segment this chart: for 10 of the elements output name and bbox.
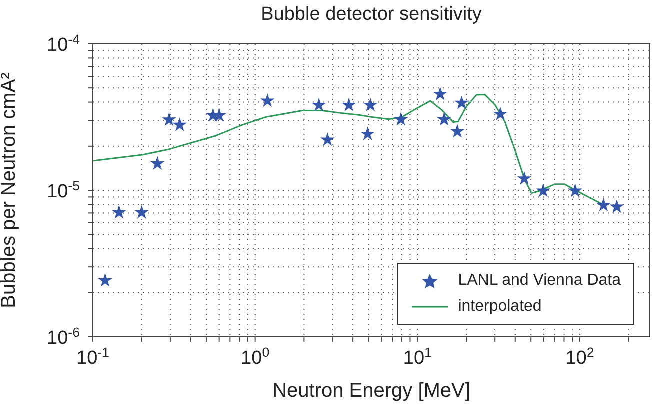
x-axis-title: Neutron Energy [MeV] xyxy=(272,380,470,402)
y-tick-label: 10$^{-4}$ xyxy=(47,32,80,56)
x-tick-label: 10$^{2}$ xyxy=(566,344,594,369)
y-axis-title: Bubbles per Neutron cmÂ² xyxy=(0,72,20,308)
chart-title: Bubble detector sensitivity xyxy=(260,4,483,26)
legend-label: interpolated xyxy=(458,297,542,317)
x-tick-label: 10$^{1}$ xyxy=(403,344,432,369)
x-tick-label: 10$^{0}$ xyxy=(241,344,270,369)
legend-label: LANL and Vienna Data xyxy=(458,271,621,291)
y-tick-label: 10$^{-5}$ xyxy=(47,178,80,202)
